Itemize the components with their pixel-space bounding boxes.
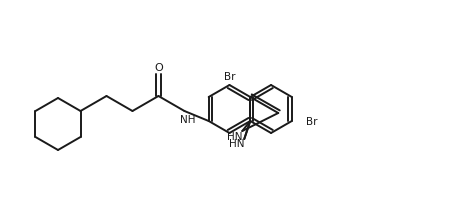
Text: HN: HN [229, 138, 244, 148]
Text: O: O [154, 63, 163, 73]
Text: Br: Br [306, 116, 317, 126]
Text: NH: NH [179, 115, 195, 124]
Text: HN: HN [226, 131, 242, 141]
Text: Br: Br [224, 72, 235, 82]
